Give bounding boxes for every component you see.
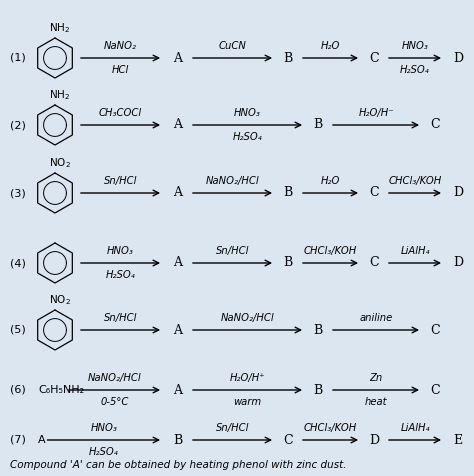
Text: D: D	[453, 51, 463, 65]
Text: NH$_2$: NH$_2$	[49, 88, 71, 102]
Text: B: B	[283, 51, 292, 65]
Text: HNO₃: HNO₃	[401, 41, 428, 51]
Text: H₂SO₄: H₂SO₄	[400, 65, 430, 75]
Text: Sn/HCl: Sn/HCl	[104, 313, 137, 323]
Text: Sn/HCl: Sn/HCl	[216, 423, 249, 433]
Text: A: A	[173, 257, 182, 269]
Text: A: A	[173, 51, 182, 65]
Text: CHCl₃/KOH: CHCl₃/KOH	[304, 423, 357, 433]
Text: CHCl₃/KOH: CHCl₃/KOH	[304, 246, 357, 256]
Text: B: B	[173, 434, 182, 446]
Text: C: C	[283, 434, 293, 446]
Text: C₆H₅NH₂: C₆H₅NH₂	[38, 385, 84, 395]
Text: B: B	[313, 119, 323, 131]
Text: D: D	[369, 434, 379, 446]
Text: NaNO₂/HCl: NaNO₂/HCl	[206, 176, 259, 186]
Text: Sn/HCl: Sn/HCl	[104, 176, 137, 186]
Text: H₂SO₄: H₂SO₄	[106, 270, 136, 280]
Text: Compound 'A' can be obtained by heating phenol with zinc dust.: Compound 'A' can be obtained by heating …	[10, 460, 346, 470]
Text: H₂O: H₂O	[321, 41, 340, 51]
Text: A: A	[173, 119, 182, 131]
Text: NaNO₂/HCl: NaNO₂/HCl	[88, 373, 141, 383]
Text: (4): (4)	[10, 258, 26, 268]
Text: NaNO₂: NaNO₂	[104, 41, 137, 51]
Text: heat: heat	[365, 397, 387, 407]
Text: A: A	[173, 324, 182, 337]
Text: (7): (7)	[10, 435, 26, 445]
Text: Zn: Zn	[369, 373, 383, 383]
Text: HNO₃: HNO₃	[91, 423, 117, 433]
Text: C: C	[430, 384, 440, 397]
Text: H₂O: H₂O	[321, 176, 340, 186]
Text: C: C	[430, 119, 440, 131]
Text: C: C	[369, 187, 379, 199]
Text: LiAlH₄: LiAlH₄	[400, 246, 430, 256]
Text: A: A	[173, 384, 182, 397]
Text: D: D	[453, 187, 463, 199]
Text: NO$_2$: NO$_2$	[49, 156, 71, 170]
Text: 0-5°C: 0-5°C	[100, 397, 129, 407]
Text: CuCN: CuCN	[219, 41, 246, 51]
Text: NO$_2$: NO$_2$	[49, 293, 71, 307]
Text: H₂SO₄: H₂SO₄	[233, 132, 263, 142]
Text: warm: warm	[233, 397, 262, 407]
Text: NH$_2$: NH$_2$	[49, 21, 71, 35]
Text: B: B	[313, 324, 323, 337]
Text: HNO₃: HNO₃	[107, 246, 134, 256]
Text: C: C	[430, 324, 440, 337]
Text: (2): (2)	[10, 120, 26, 130]
Text: (5): (5)	[10, 325, 26, 335]
Text: B: B	[313, 384, 323, 397]
Text: A: A	[38, 435, 46, 445]
Text: NaNO₂/HCl: NaNO₂/HCl	[221, 313, 274, 323]
Text: H₂O/H⁺: H₂O/H⁺	[230, 373, 265, 383]
Text: CH₃COCl: CH₃COCl	[99, 108, 142, 118]
Text: (3): (3)	[10, 188, 26, 198]
Text: A: A	[173, 187, 182, 199]
Text: H₂O/H⁻: H₂O/H⁻	[358, 108, 394, 118]
Text: B: B	[283, 257, 292, 269]
Text: aniline: aniline	[359, 313, 392, 323]
Text: HCl: HCl	[112, 65, 129, 75]
Text: C: C	[369, 257, 379, 269]
Text: (1): (1)	[10, 53, 26, 63]
Text: D: D	[453, 257, 463, 269]
Text: LiAlH₄: LiAlH₄	[400, 423, 430, 433]
Text: B: B	[283, 187, 292, 199]
Text: E: E	[454, 434, 463, 446]
Text: CHCl₃/KOH: CHCl₃/KOH	[388, 176, 442, 186]
Text: HNO₃: HNO₃	[234, 108, 261, 118]
Text: Sn/HCl: Sn/HCl	[216, 246, 249, 256]
Text: C: C	[369, 51, 379, 65]
Text: (6): (6)	[10, 385, 26, 395]
Text: H₂SO₄: H₂SO₄	[89, 447, 118, 457]
